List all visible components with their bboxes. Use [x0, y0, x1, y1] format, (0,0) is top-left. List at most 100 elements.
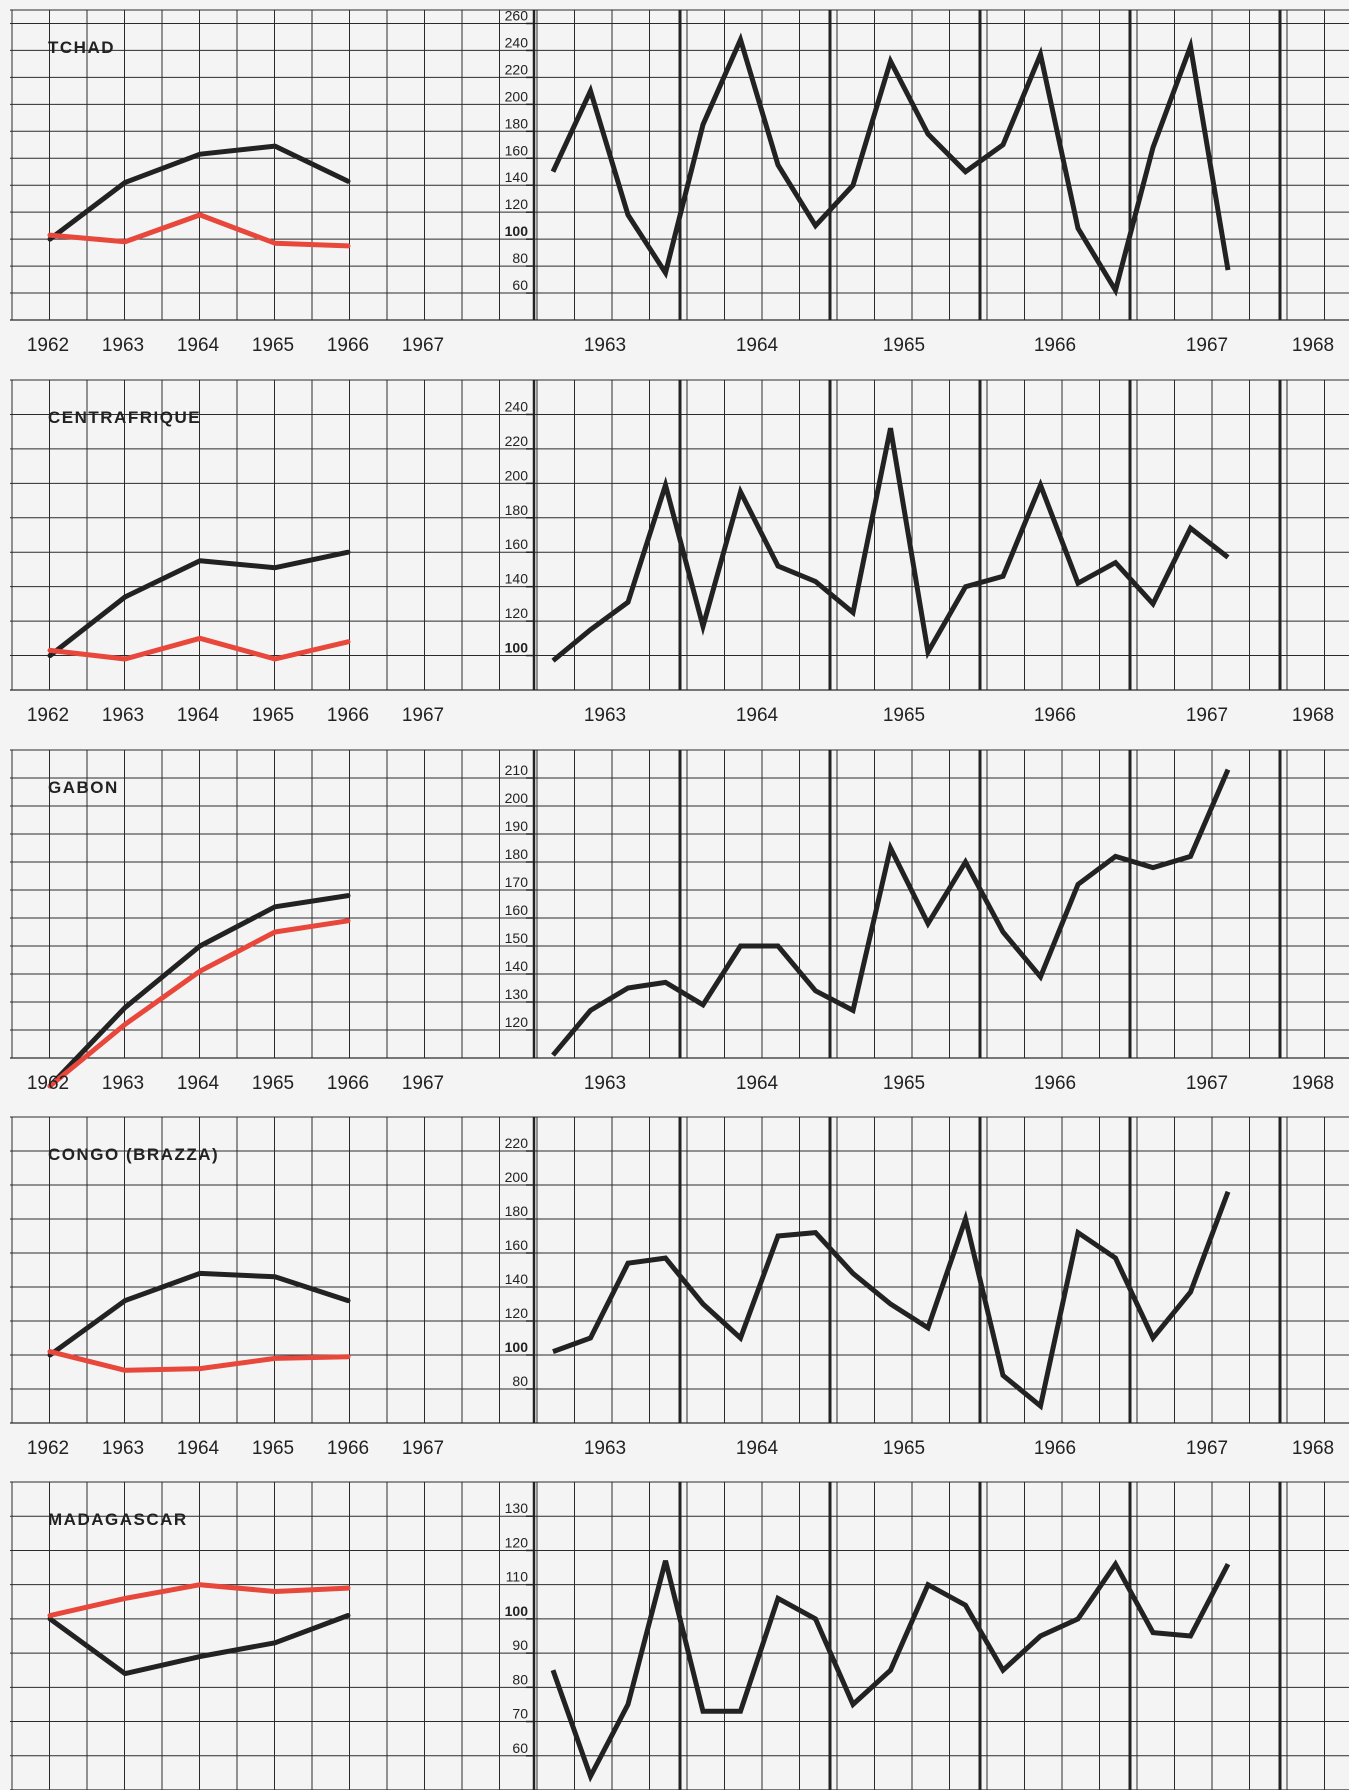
y-tick-label: 140 [505, 169, 529, 185]
y-tick-label: 150 [505, 930, 529, 946]
y-tick-label: 100 [505, 223, 529, 239]
y-tick-label: 190 [505, 818, 529, 834]
annual-line-red [47, 1582, 351, 1618]
y-tick-label: 120 [505, 1534, 529, 1550]
y-tick-label: 160 [505, 142, 529, 158]
quarterly-line [551, 427, 1230, 663]
y-tick-label: 180 [505, 115, 529, 131]
y-tick-label: 260 [505, 7, 529, 23]
x-tick-label-quarterly: 1968 [1292, 1438, 1334, 1459]
y-tick-label: 100 [505, 1603, 529, 1619]
y-tick-label: 120 [505, 1014, 529, 1030]
x-tick-label-quarterly: 1966 [1034, 1438, 1076, 1459]
x-tick-label-annual: 1964 [177, 1438, 220, 1459]
y-tick-label: 60 [512, 1740, 528, 1756]
y-tick-label: 220 [505, 1135, 529, 1151]
annual-line-black [47, 549, 351, 659]
y-tick-label: 210 [505, 762, 529, 778]
y-tick-label: 220 [505, 61, 529, 77]
quarterly-line [550, 32, 1231, 297]
x-tick-label-annual: 1966 [327, 705, 369, 726]
x-tick-label-quarterly: 1965 [883, 1073, 925, 1094]
y-tick-label: 80 [512, 250, 528, 266]
x-tick-label-annual: 1964 [177, 335, 220, 356]
annual-line-black [47, 893, 351, 1089]
y-tick-label: 170 [505, 874, 529, 890]
quarterly-line [551, 768, 1231, 1057]
y-tick-label: 140 [505, 958, 529, 974]
x-tick-label-annual: 1965 [252, 705, 294, 726]
x-tick-label-quarterly: 1966 [1034, 705, 1076, 726]
annual-line-red [47, 918, 351, 1089]
x-tick-label-annual: 1964 [177, 1073, 220, 1094]
annual-line-black [47, 143, 351, 242]
x-tick-label-annual: 1962 [27, 705, 69, 726]
x-tick-label-quarterly: 1966 [1034, 1073, 1076, 1094]
x-tick-label-quarterly: 1968 [1292, 335, 1334, 356]
y-tick-label: 220 [505, 433, 529, 449]
x-tick-label-annual: 1963 [102, 1073, 144, 1094]
y-tick-label: 90 [512, 1637, 528, 1653]
y-tick-label: 180 [505, 502, 529, 518]
y-tick-label: 200 [505, 88, 529, 104]
panel-tchad: TCHAD 60 80 100 120 140 160 180 200 220 240 260 1962… [10, 7, 1349, 356]
x-tick-label-annual: 1967 [402, 1073, 444, 1094]
x-tick-label-quarterly: 1965 [883, 1438, 925, 1459]
x-tick-label-annual: 1966 [327, 1073, 369, 1094]
x-tick-label-annual: 1962 [27, 335, 69, 356]
y-tick-label: 140 [505, 1271, 529, 1287]
y-tick-label: 240 [505, 398, 529, 414]
y-tick-label: 240 [505, 34, 529, 50]
y-tick-label: 140 [505, 571, 529, 587]
y-tick-label: 70 [512, 1706, 528, 1722]
x-tick-label-annual: 1965 [252, 1438, 294, 1459]
y-tick-label: 200 [505, 1169, 529, 1185]
panel-centrafrique: CENTRAFRIQUE 100 120 140 160 180 200 220 240 1962… [10, 379, 1349, 726]
x-tick-label-annual: 1965 [252, 335, 294, 356]
x-tick-label-annual: 1962 [27, 1073, 69, 1094]
x-tick-label-quarterly: 1963 [584, 705, 626, 726]
y-tick-label: 200 [505, 467, 529, 483]
x-tick-label-quarterly: 1967 [1186, 335, 1228, 356]
panel-title: CENTRAFRIQUE [48, 408, 201, 427]
x-tick-label-annual: 1963 [102, 705, 144, 726]
panel-title: GABON [48, 778, 119, 797]
y-tick-label: 120 [505, 1305, 529, 1321]
y-tick-label: 130 [505, 1500, 529, 1516]
x-tick-label-quarterly: 1963 [584, 1073, 626, 1094]
annual-line-black [47, 1613, 351, 1677]
x-tick-label-quarterly: 1968 [1292, 1073, 1334, 1094]
x-tick-label-annual: 1966 [327, 1438, 369, 1459]
x-tick-label-annual: 1962 [27, 1438, 69, 1459]
x-tick-label-quarterly: 1964 [736, 335, 779, 356]
y-tick-label: 180 [505, 1203, 529, 1219]
panel-congo-brazza-: CONGO (BRAZZA) 80 100 120 140 160 180 200 220 196… [10, 1116, 1349, 1459]
x-tick-label-quarterly: 1967 [1186, 705, 1228, 726]
y-tick-label: 160 [505, 902, 529, 918]
panel-gabon: GABON 120 130 140 150 160 170 180 190 200 210 1962 1… [10, 749, 1349, 1094]
x-tick-label-annual: 1965 [252, 1073, 294, 1094]
y-tick-label: 200 [505, 790, 529, 806]
x-tick-label-quarterly: 1967 [1186, 1073, 1228, 1094]
annual-line-red [47, 1349, 351, 1373]
x-tick-label-annual: 1963 [102, 1438, 144, 1459]
x-tick-label-quarterly: 1965 [883, 335, 925, 356]
x-tick-label-quarterly: 1967 [1186, 1438, 1228, 1459]
x-tick-label-quarterly: 1964 [736, 1438, 779, 1459]
y-tick-label: 130 [505, 986, 529, 1002]
y-tick-label: 80 [512, 1373, 528, 1389]
x-tick-label-quarterly: 1963 [584, 335, 626, 356]
annual-line-red [47, 212, 351, 249]
x-tick-label-quarterly: 1968 [1292, 705, 1334, 726]
x-tick-label-annual: 1966 [327, 335, 369, 356]
y-tick-label: 110 [506, 1569, 529, 1585]
annual-line-black [47, 1270, 351, 1358]
y-tick-label: 120 [505, 605, 529, 621]
panel-title: MADAGASCAR [48, 1510, 188, 1529]
x-tick-label-quarterly: 1964 [736, 705, 779, 726]
panel-title: TCHAD [48, 38, 115, 57]
x-tick-label-annual: 1967 [402, 335, 444, 356]
annual-line-red [47, 635, 351, 662]
